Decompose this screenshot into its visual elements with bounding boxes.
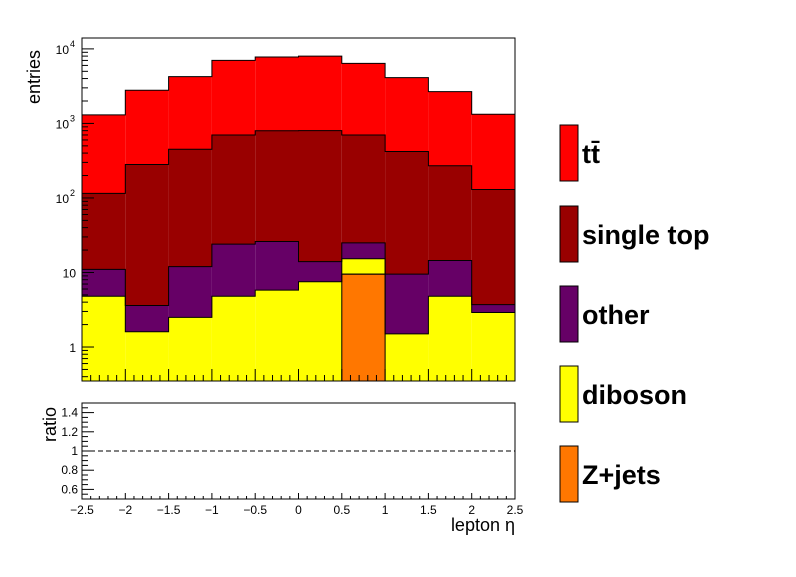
- legend-label: other: [582, 300, 650, 330]
- legend-swatch: [559, 205, 579, 263]
- x-tick-label: 1.5: [420, 503, 437, 517]
- main-y-tick-label: 10: [56, 43, 70, 57]
- ratio-y-tick-label: 0.8: [61, 463, 78, 477]
- x-tick-label: −1: [205, 503, 219, 517]
- legend-swatch: [559, 285, 579, 343]
- x-tick-label: −0.5: [243, 503, 267, 517]
- ratio-axis-ticks: 0.6 0.8 1 1.2 1.4: [61, 402, 94, 500]
- bar-series-4-bin-0: [82, 114, 126, 194]
- bar-series-1-bin-2: [168, 317, 212, 381]
- x-tick-label: −2.5: [70, 503, 94, 517]
- bar-series-1-bin-1: [125, 331, 169, 381]
- x-axis-ticks: −2.5 −2 −1.5 −1 −0.5 0 0.5 1 1.5 2 2.5: [70, 369, 524, 517]
- x-tick-label: 2: [468, 503, 475, 517]
- bar-series-4-bin-1: [125, 90, 169, 165]
- bar-series-1-bin-5: [298, 281, 342, 381]
- bar-series-2-bin-7: [385, 274, 429, 334]
- bar-series-3-bin-9: [471, 189, 515, 305]
- series-0: [341, 274, 386, 381]
- bar-series-2-bin-9: [471, 304, 515, 313]
- legend-entry: diboson: [559, 365, 687, 423]
- x-tick-label: 0: [295, 503, 302, 517]
- legend-entry: Z+jets: [559, 445, 661, 503]
- ratio-y-tick-label: 1.2: [61, 425, 78, 439]
- bar-series-2-bin-0: [82, 269, 126, 297]
- bar-series-2-bin-2: [168, 266, 212, 318]
- outline-series-1: [82, 258, 515, 335]
- bar-series-4-bin-7: [385, 77, 429, 152]
- legend-label: tt̄: [582, 139, 600, 169]
- main-y-tick-label: 10: [63, 266, 77, 280]
- bar-series-4-bin-6: [341, 63, 386, 135]
- legend-label: Z+jets: [582, 460, 661, 490]
- bar-series-4-bin-3: [211, 60, 256, 135]
- bar-series-1-bin-6: [341, 258, 386, 275]
- main-y-tick-label: 10: [56, 192, 70, 206]
- bar-series-2-bin-8: [428, 260, 472, 297]
- bar-series-1-bin-7: [385, 333, 429, 381]
- bar-series-4-bin-4: [255, 56, 299, 131]
- bar-series-1-bin-9: [471, 312, 515, 381]
- x-axis-label: lepton η: [451, 515, 515, 535]
- legend-label: diboson: [582, 380, 687, 410]
- bar-series-3-bin-3: [211, 134, 256, 245]
- bar-series-3-bin-0: [82, 193, 126, 270]
- bar-series-2-bin-1: [125, 305, 169, 332]
- series-4: [82, 56, 515, 194]
- legend-label: single top: [582, 220, 710, 250]
- bar-series-4-bin-8: [428, 91, 472, 166]
- bar-series-4-bin-9: [471, 114, 515, 190]
- chart-legend: tt̄ single top other diboson Z+jets: [559, 124, 710, 503]
- bar-series-2-bin-6: [341, 242, 386, 259]
- bar-series-3-bin-1: [125, 164, 169, 306]
- bar-series-1-bin-4: [255, 290, 299, 381]
- bar-series-3-bin-4: [255, 130, 299, 242]
- outline-series-3: [82, 130, 515, 194]
- outline-series-4: [82, 55, 515, 116]
- bar-series-3-bin-6: [341, 134, 386, 243]
- ratio-y-tick-label: 1: [71, 444, 78, 458]
- bar-series-1-bin-8: [428, 296, 472, 381]
- bar-series-3-bin-8: [428, 165, 472, 261]
- legend-entry: tt̄: [559, 124, 600, 182]
- series-2: [82, 241, 515, 334]
- series-3: [82, 130, 515, 306]
- bar-series-3-bin-7: [385, 151, 429, 275]
- x-tick-label: −1.5: [157, 503, 181, 517]
- x-tick-label: 0.5: [333, 503, 350, 517]
- main-y-tick-exponent: 3: [70, 113, 75, 123]
- main-y-tick-label: 10: [56, 117, 70, 131]
- ratio-y-tick-label: 1.4: [61, 406, 78, 420]
- bar-series-1-bin-3: [211, 296, 256, 381]
- bar-series-1-bin-0: [82, 296, 126, 381]
- legend-swatch: [559, 365, 579, 423]
- main-histogram-bars: [82, 55, 515, 382]
- bar-series-2-bin-5: [298, 261, 342, 282]
- bar-series-3-bin-5: [298, 130, 342, 262]
- main-y-tick-exponent: 4: [70, 39, 75, 49]
- bar-series-2-bin-3: [211, 244, 256, 297]
- main-y-tick-label: 1: [69, 341, 76, 355]
- legend-entry: other: [559, 285, 650, 343]
- bar-series-4-bin-2: [168, 76, 212, 150]
- series-1: [82, 258, 515, 381]
- legend-swatch: [559, 445, 579, 503]
- main-y-axis-label: entries: [24, 50, 44, 104]
- legend-swatch: [559, 124, 579, 182]
- bar-series-0-bin-6: [341, 274, 386, 381]
- legend-entry: single top: [559, 205, 710, 263]
- ratio-y-tick-label: 0.6: [61, 482, 78, 496]
- bar-series-4-bin-5: [298, 56, 342, 131]
- outline-series-2: [82, 241, 515, 307]
- bar-series-2-bin-4: [255, 241, 299, 291]
- main-y-tick-exponent: 2: [70, 188, 75, 198]
- x-tick-label: −2: [118, 503, 132, 517]
- x-tick-label: 2.5: [507, 503, 524, 517]
- ratio-y-axis-label: ratio: [40, 407, 60, 442]
- bar-series-3-bin-2: [168, 149, 212, 267]
- x-tick-label: 1: [382, 503, 389, 517]
